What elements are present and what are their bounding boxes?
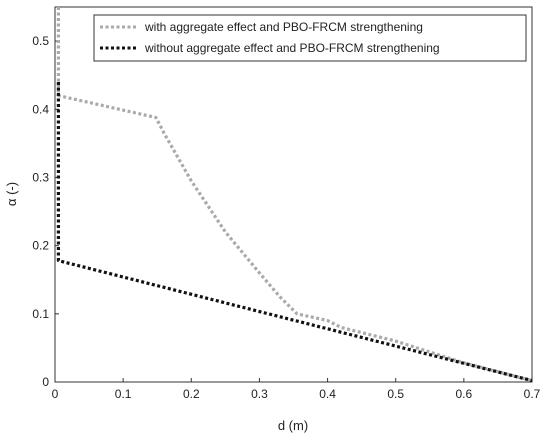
legend-label-without-aggregate: without aggregate effect and PBO-FRCM st…: [144, 41, 440, 55]
x-tick-label: 0.5: [387, 387, 404, 401]
legend-box: [93, 14, 527, 62]
x-axis-label: d (m): [278, 418, 308, 433]
x-tick-label: 0.1: [115, 387, 132, 401]
y-tick-label: 0: [42, 375, 49, 389]
y-tick-label: 0.1: [32, 307, 49, 321]
y-tick-label: 0.4: [32, 102, 49, 116]
legend: with aggregate effect and PBO-FRCM stren…: [93, 14, 527, 62]
x-tick-label: 0.2: [183, 387, 200, 401]
x-tick-label: 0.7: [524, 387, 541, 401]
x-tick-label: 0.3: [251, 387, 268, 401]
series-layer: [56, 7, 533, 383]
legend-label-with-aggregate: with aggregate effect and PBO-FRCM stren…: [144, 20, 423, 34]
y-axis-label: α (-): [4, 182, 19, 206]
x-tick-label: 0.6: [456, 387, 473, 401]
y-tick-label: 0.3: [32, 170, 49, 184]
x-axis-ticks: 0 0.1 0.2 0.3 0.4 0.5 0.6 0.7: [52, 378, 541, 401]
y-axis-ticks: 0 0.1 0.2 0.3 0.4 0.5: [32, 34, 59, 389]
plot-area: [54, 6, 533, 383]
x-tick-label: 0: [52, 387, 59, 401]
series-line-with-aggregate: [56, 7, 533, 383]
x-tick-label: 0.4: [319, 387, 336, 401]
y-tick-label: 0.5: [32, 34, 49, 48]
y-tick-label: 0.2: [32, 239, 49, 253]
series-line-without-aggregate: [56, 82, 533, 383]
